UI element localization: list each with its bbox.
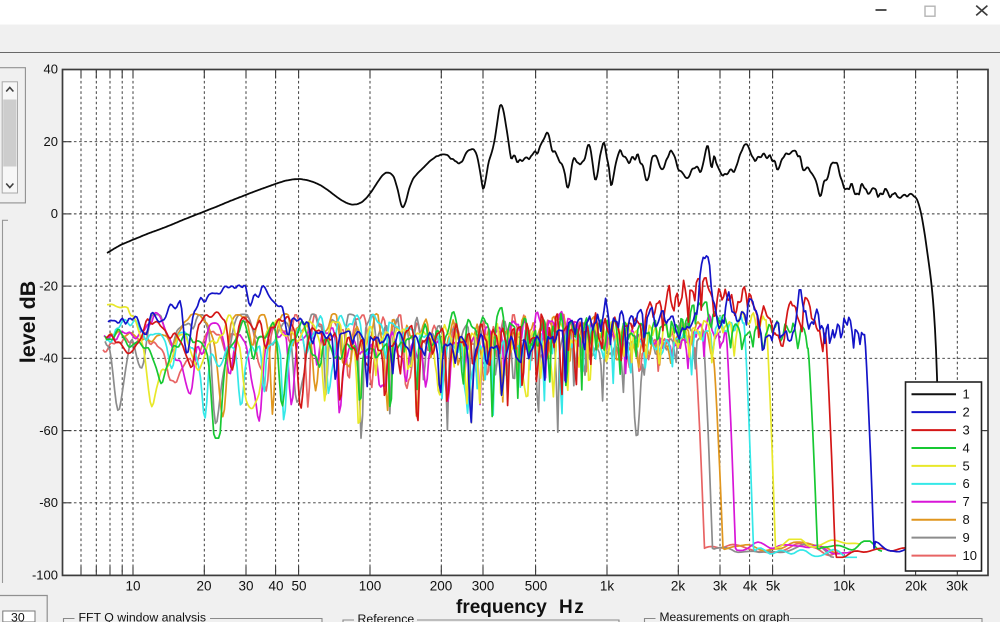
svg-text:6: 6: [963, 476, 970, 491]
svg-text:Measurements on graph: Measurements on graph: [660, 610, 790, 622]
svg-text:-60: -60: [39, 423, 58, 438]
svg-text:8: 8: [963, 512, 970, 527]
svg-text:frequency: frequency: [456, 597, 547, 618]
svg-text:10k: 10k: [833, 579, 855, 594]
svg-text:0: 0: [51, 206, 58, 221]
svg-text:40: 40: [44, 62, 58, 77]
svg-text:20: 20: [196, 579, 211, 594]
svg-text:1: 1: [963, 387, 970, 402]
svg-text:40: 40: [268, 579, 283, 594]
svg-text:5: 5: [963, 458, 970, 473]
svg-text:30: 30: [11, 611, 25, 622]
svg-text:5k: 5k: [766, 579, 781, 594]
svg-text:100: 100: [359, 579, 382, 594]
svg-text:9: 9: [963, 530, 970, 545]
svg-text:30k: 30k: [946, 579, 968, 594]
svg-text:50: 50: [291, 579, 306, 594]
svg-text:4: 4: [963, 440, 970, 455]
svg-text:30: 30: [238, 579, 253, 594]
svg-text:2: 2: [963, 405, 970, 420]
svg-text:-40: -40: [39, 351, 58, 366]
svg-text:10: 10: [125, 579, 140, 594]
svg-text:-100: -100: [32, 568, 58, 583]
svg-text:500: 500: [525, 579, 548, 594]
svg-text:-20: -20: [39, 278, 58, 293]
svg-text:10: 10: [963, 548, 977, 563]
svg-text:200: 200: [430, 579, 453, 594]
svg-text:3k: 3k: [713, 579, 728, 594]
svg-text:FFT Q window analysis: FFT Q window analysis: [79, 611, 207, 622]
svg-text:20k: 20k: [905, 579, 927, 594]
svg-text:3: 3: [963, 423, 970, 438]
svg-text:2k: 2k: [671, 579, 686, 594]
svg-text:7: 7: [963, 494, 970, 509]
svg-text:1k: 1k: [600, 579, 615, 594]
svg-text:300: 300: [472, 579, 495, 594]
svg-text:20: 20: [44, 134, 58, 149]
svg-text:4k: 4k: [743, 579, 758, 594]
svg-text:level dB: level dB: [16, 281, 40, 363]
svg-text:-80: -80: [39, 495, 58, 510]
svg-text:Reference: Reference: [358, 612, 415, 622]
svg-text:Hz: Hz: [559, 597, 585, 618]
